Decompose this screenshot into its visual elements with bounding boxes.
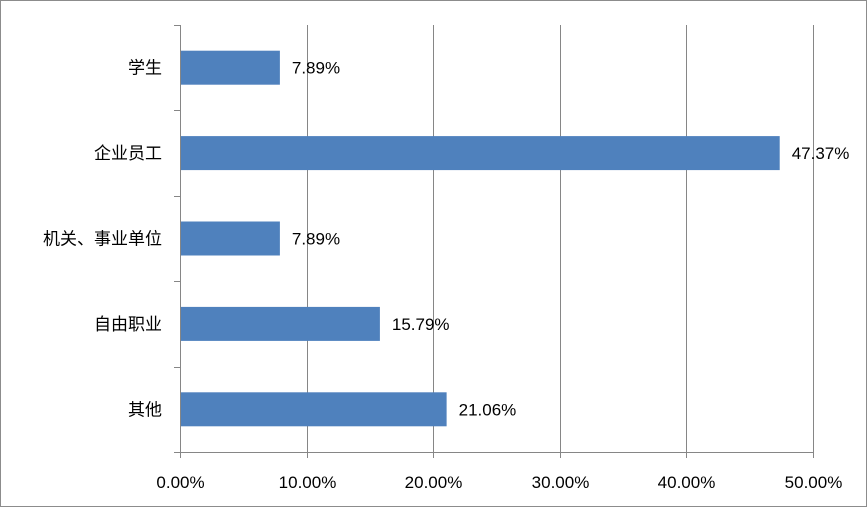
data-label: 21.06% [459, 400, 517, 419]
bar [181, 136, 780, 171]
x-tick-label: 20.00% [405, 473, 463, 492]
x-tick-label: 40.00% [658, 473, 716, 492]
axes [174, 25, 814, 458]
x-tick-label: 10.00% [279, 473, 337, 492]
category-label: 企业员工 [94, 144, 162, 163]
category-label: 自由职业 [94, 315, 162, 334]
data-label: 47.37% [792, 144, 850, 163]
data-label: 7.89% [292, 59, 340, 78]
labels: 0.00% 10.00% 20.00% 30.00% 40.00% 50.00% 学生 7.8… [43, 59, 849, 492]
bar [181, 306, 380, 341]
x-tick-label: 30.00% [532, 473, 590, 492]
data-label: 7.89% [292, 230, 340, 249]
category-label: 学生 [128, 59, 162, 78]
bar [181, 392, 447, 427]
data-label: 15.79% [392, 315, 450, 334]
category-label: 机关、事业单位 [43, 230, 162, 249]
bars [181, 50, 780, 427]
x-tick-label: 50.00% [785, 473, 843, 492]
gridlines [307, 25, 814, 452]
bar [181, 50, 280, 85]
x-tick-label: 0.00% [156, 473, 204, 492]
bar [181, 221, 280, 256]
category-label: 其他 [128, 400, 162, 419]
